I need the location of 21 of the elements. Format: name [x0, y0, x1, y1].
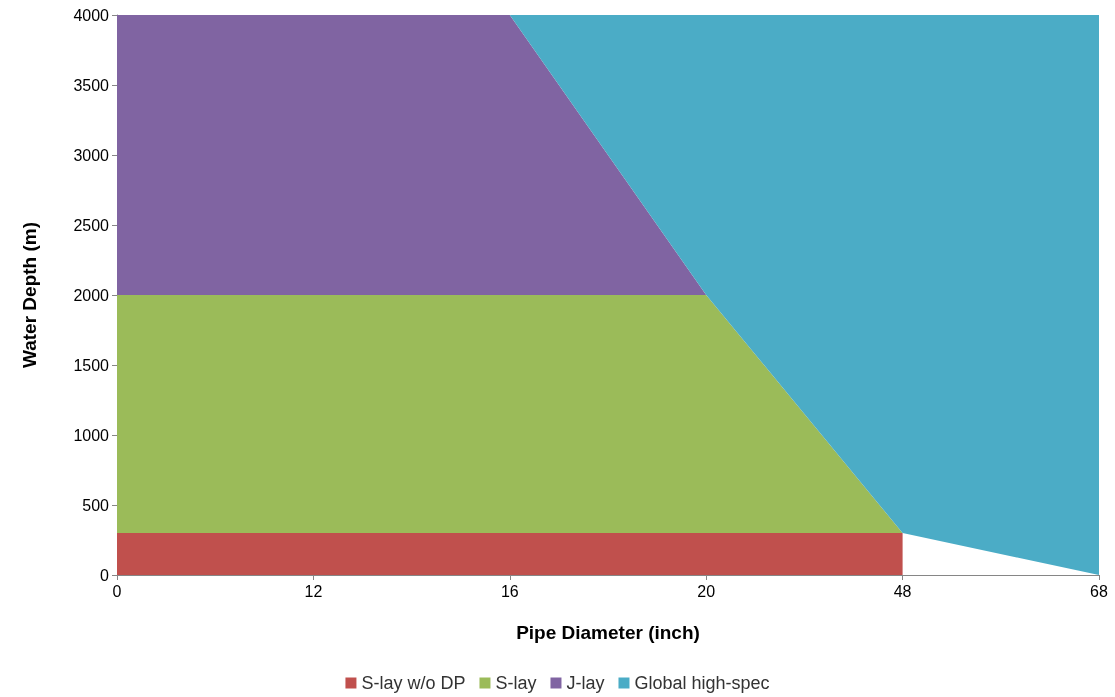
- legend-label: S-lay: [495, 673, 537, 693]
- legend-label: Global high-spec: [634, 673, 770, 693]
- x-tick-label: 16: [500, 582, 519, 600]
- x-tick-label: 48: [893, 582, 912, 600]
- x-tick-label: 68: [1090, 582, 1108, 600]
- y-tick-label: 500: [82, 496, 110, 514]
- x-tick-label: 20: [697, 582, 716, 600]
- y-axis-title: Water Depth (m): [19, 221, 40, 369]
- x-tick-label: 0: [112, 582, 122, 600]
- y-tick-label: 3500: [73, 76, 110, 94]
- y-tick-label: 2500: [73, 216, 110, 234]
- y-tick-label: 4000: [73, 6, 110, 24]
- x-axis-title: Pipe Diameter (inch): [516, 622, 700, 643]
- y-tick-label: 1500: [73, 356, 110, 374]
- y-tick-label: 2000: [73, 286, 110, 304]
- y-tick-label: 3000: [73, 146, 110, 164]
- y-tick-label: 0: [100, 566, 110, 584]
- y-tick-label: 1000: [73, 426, 110, 444]
- legend-label: S-lay w/o DP: [361, 673, 466, 693]
- x-tick-label: 12: [304, 582, 323, 600]
- legend-label: J-lay: [566, 673, 605, 693]
